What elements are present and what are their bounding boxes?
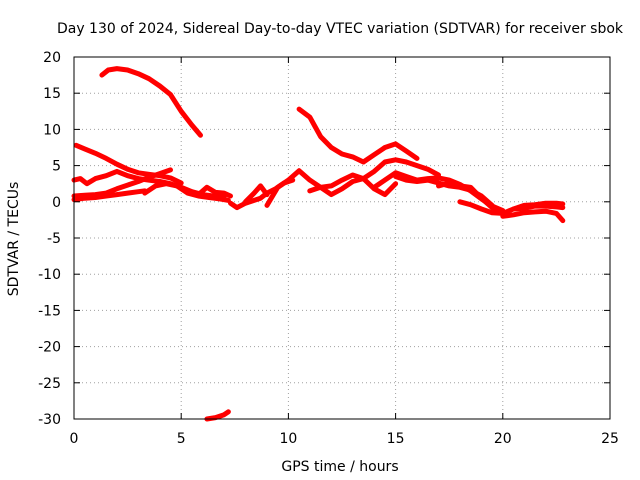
data-series <box>71 66 566 422</box>
series-line-arc-2 <box>73 142 184 186</box>
y-tick-label: -20 <box>38 340 61 356</box>
x-axis-label: GPS time / hours <box>281 459 398 475</box>
y-tick-label: -30 <box>38 412 61 428</box>
series-line-arc-5 <box>71 188 148 203</box>
y-tick-label: -10 <box>38 267 61 283</box>
y-tick-label: 20 <box>43 50 61 66</box>
y-tick-label: -25 <box>38 376 61 392</box>
series-line-arc-12 <box>296 106 420 165</box>
axis-ticks: 0 5 10 15 20 25 -30 -25 -20 -15 -10 -5 0 5 10 15 20 <box>38 50 619 447</box>
series-line-arc-1 <box>99 66 203 138</box>
series-line-arc-16 <box>436 180 506 216</box>
x-tick-label: 20 <box>494 431 512 447</box>
y-axis-label: SDTVAR / TECUs <box>6 182 22 297</box>
series-line-arc-8 <box>204 409 231 422</box>
x-tick-label: 15 <box>387 431 405 447</box>
y-tick-label: 10 <box>43 122 61 138</box>
series-line-arc-13 <box>307 157 441 198</box>
x-tick-label: 5 <box>177 431 186 447</box>
series-line-arc-4 <box>71 167 173 199</box>
x-tick-label: 25 <box>601 431 619 447</box>
y-tick-label: 15 <box>43 86 61 102</box>
chart-title: Day 130 of 2024, Sidereal Day-to-day VTE… <box>57 21 624 37</box>
series-line-arc-19 <box>511 200 566 212</box>
y-tick-label: -5 <box>47 231 61 247</box>
series-line-arc-6 <box>142 181 231 203</box>
series-line-arc-14 <box>371 170 506 213</box>
x-tick-label: 0 <box>70 431 79 447</box>
series-line-arc-18 <box>500 208 566 224</box>
y-tick-label: 0 <box>52 195 61 211</box>
series-line-arc-7 <box>195 184 233 199</box>
series-line-arc-10 <box>243 183 270 205</box>
x-tick-label: 10 <box>279 431 297 447</box>
y-tick-label: 5 <box>52 159 61 175</box>
gridlines <box>74 57 610 419</box>
y-tick-label: -15 <box>38 303 61 319</box>
